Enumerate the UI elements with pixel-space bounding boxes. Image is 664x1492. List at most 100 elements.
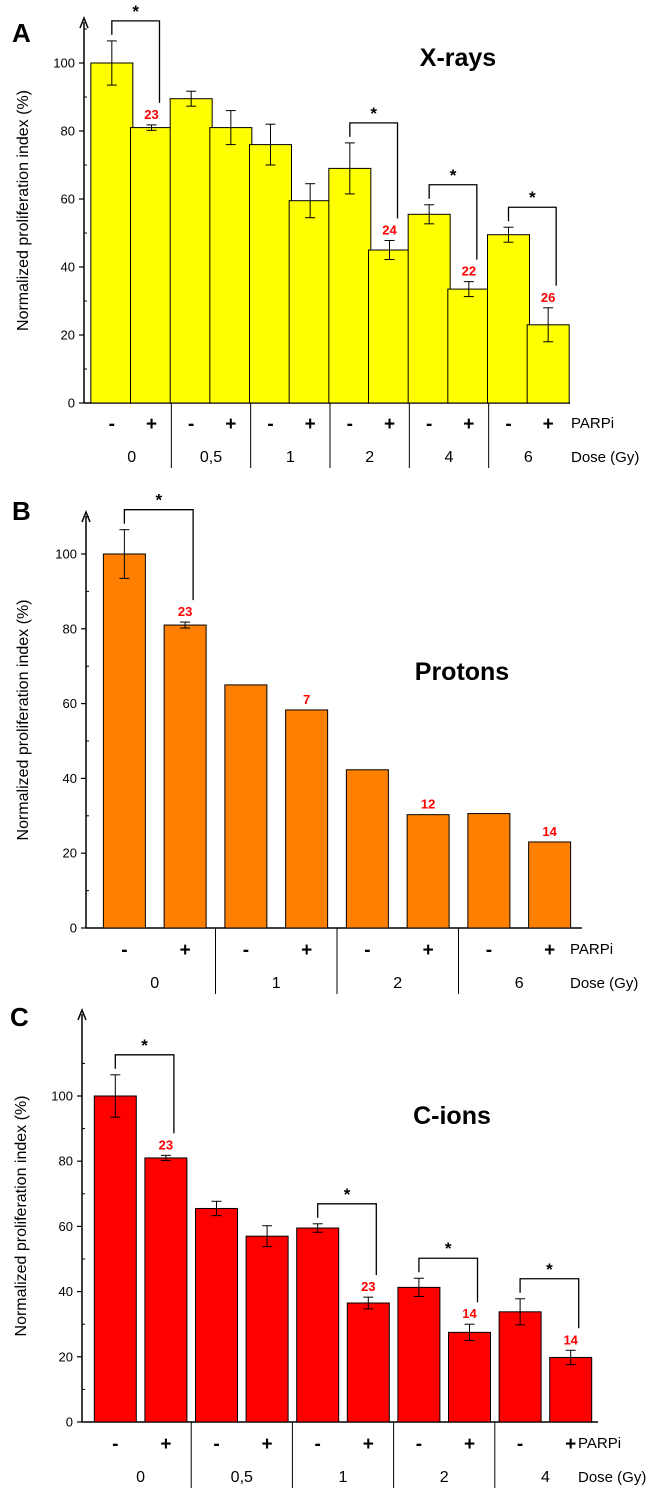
panel-b-parpi-sign: + xyxy=(180,940,191,961)
panel-b-parpi-sign: - xyxy=(121,940,127,961)
panel-c-data-label: 23 xyxy=(361,1279,375,1294)
panel-c-dose-label: 1 xyxy=(339,1469,348,1486)
panel-a-y-tick-label: 60 xyxy=(61,192,75,207)
panel-a-y-tick-label: 100 xyxy=(53,56,75,71)
panel-c-bar xyxy=(448,1331,491,1423)
panel-c-title: C-ions xyxy=(413,1102,491,1130)
panel-c-y-tick-label: 40 xyxy=(59,1284,73,1299)
panel-b-parpi-sign: + xyxy=(544,940,555,961)
panel-b-dose-label: 1 xyxy=(272,975,281,992)
panel-c-dose-label: 0,5 xyxy=(231,1469,253,1486)
panel-a-parpi-sign: - xyxy=(347,414,353,435)
panel-b-title: Protons xyxy=(415,658,509,686)
panel-b-bar xyxy=(528,841,572,929)
panel-a-bar xyxy=(368,249,411,404)
panel-a-bar xyxy=(487,234,530,404)
panel-a-significance-star: * xyxy=(529,188,536,207)
panel-c-significance-star: * xyxy=(141,1036,148,1055)
panel-a-significance-bracket xyxy=(507,206,557,286)
panel-a-parpi-sign: + xyxy=(543,414,554,435)
panel-a-significance-bracket xyxy=(428,184,478,260)
panel-b-y-tick-label: 0 xyxy=(70,921,77,936)
panel-b-y-tick-label: 20 xyxy=(63,846,77,861)
panel-a-significance-star: * xyxy=(370,104,377,123)
panel-c-significance-star: * xyxy=(445,1239,452,1258)
panel-b-data-label: 12 xyxy=(421,797,435,812)
panel-c-significance-bracket xyxy=(317,1203,377,1276)
panel-b-parpi-sign: - xyxy=(243,940,249,961)
panel-b-bar xyxy=(285,709,329,929)
panel-c-data-label: 14 xyxy=(462,1306,477,1321)
panel-b-bar xyxy=(406,814,450,929)
panel-a-parpi-sign: + xyxy=(463,414,474,435)
panel-b-bar xyxy=(163,624,207,929)
panel-a-dose-label: 2 xyxy=(365,449,374,466)
panel-c-parpi-sign: + xyxy=(262,1434,273,1455)
panel-c-y-tick-label: 100 xyxy=(51,1089,73,1104)
panel-c-parpi-sign: + xyxy=(464,1434,475,1455)
panel-b-parpi-sign: + xyxy=(423,940,434,961)
panel-c-row-label-dose: Dose (Gy) xyxy=(578,1469,646,1486)
panel-b-y-tick-label: 40 xyxy=(63,771,77,786)
panel-c-label: C xyxy=(10,1002,29,1032)
panel-a-title: X-rays xyxy=(420,44,496,72)
panel-c-significance-star: * xyxy=(344,1185,351,1204)
panel-b-significance-bracket xyxy=(123,509,194,601)
panel-c-data-label: 23 xyxy=(159,1137,173,1152)
panel-a-parpi-sign: - xyxy=(267,414,273,435)
panel-a-bar xyxy=(169,98,213,404)
panel-a-dose-label: 6 xyxy=(524,449,533,466)
panel-c-row-label-parpi: PARPi xyxy=(578,1435,621,1452)
panel-b-dose-label: 2 xyxy=(393,975,402,992)
panel-a-bar xyxy=(90,62,134,404)
panel-c-data-label: 14 xyxy=(563,1332,578,1347)
panel-a-bar xyxy=(328,167,372,404)
panel-a-row-label-dose: Dose (Gy) xyxy=(571,449,639,466)
panel-c-dose-label: 4 xyxy=(541,1469,550,1486)
panel-b-y-tick-label: 80 xyxy=(63,621,77,636)
panel-c-bar xyxy=(245,1235,289,1423)
panel-a-y-tick-label: 20 xyxy=(61,328,75,343)
panel-b-y-axis-label: Normalized proliferation index (%) xyxy=(15,600,32,841)
panel-a-dose-label: 4 xyxy=(445,449,454,466)
panel-a-parpi-sign: - xyxy=(188,414,194,435)
panel-c-bar xyxy=(195,1207,238,1423)
panel-b-bar xyxy=(345,769,389,929)
panel-a-significance-bracket xyxy=(349,122,399,219)
panel-c-parpi-sign: - xyxy=(112,1434,118,1455)
panel-a-y-axis-arrow xyxy=(79,15,89,29)
panel-a-bar xyxy=(249,144,292,404)
panel-c-parpi-sign: - xyxy=(213,1434,219,1455)
panel-a-data-label: 23 xyxy=(144,107,158,122)
panel-c-y-axis-arrow xyxy=(77,1007,87,1021)
panel-a-chart: A X-rays Normalized proliferation index (%… xyxy=(12,2,639,468)
panel-b-y-tick-label: 100 xyxy=(55,547,77,562)
panel-b-bar xyxy=(102,553,146,929)
panel-b-bar xyxy=(224,684,268,929)
panel-c-parpi-sign: + xyxy=(565,1434,576,1455)
panel-a-row-label-parpi: PARPi xyxy=(571,415,614,432)
panel-c-y-tick-label: 20 xyxy=(59,1349,73,1364)
panel-c-dose-label: 2 xyxy=(440,1469,449,1486)
panel-c-bar xyxy=(498,1311,542,1423)
panel-c-bar xyxy=(346,1302,390,1423)
panel-a-dose-label: 0,5 xyxy=(200,449,222,466)
panel-c-bar xyxy=(93,1095,137,1423)
panel-c-parpi-sign: - xyxy=(416,1434,422,1455)
panel-a-bar xyxy=(209,127,253,404)
panel-b-row-label-parpi: PARPi xyxy=(570,941,613,958)
panel-c-y-tick-label: 80 xyxy=(59,1154,73,1169)
panel-a-y-tick-label: 80 xyxy=(61,124,75,139)
panel-a-y-tick-label: 40 xyxy=(61,260,75,275)
panel-c-bar xyxy=(296,1227,340,1423)
panel-b-parpi-sign: + xyxy=(301,940,312,961)
panel-a-bar xyxy=(130,127,173,404)
panel-b-data-label: 7 xyxy=(303,692,310,707)
panel-a-y-tick-label: 0 xyxy=(68,396,75,411)
panel-a-parpi-sign: + xyxy=(146,414,157,435)
panel-a-y-axis-label: Normalized proliferation index (%) xyxy=(15,90,32,331)
panel-c-bar xyxy=(397,1286,441,1423)
panel-a-parpi-sign: + xyxy=(225,414,236,435)
panel-b-parpi-sign: - xyxy=(364,940,370,961)
